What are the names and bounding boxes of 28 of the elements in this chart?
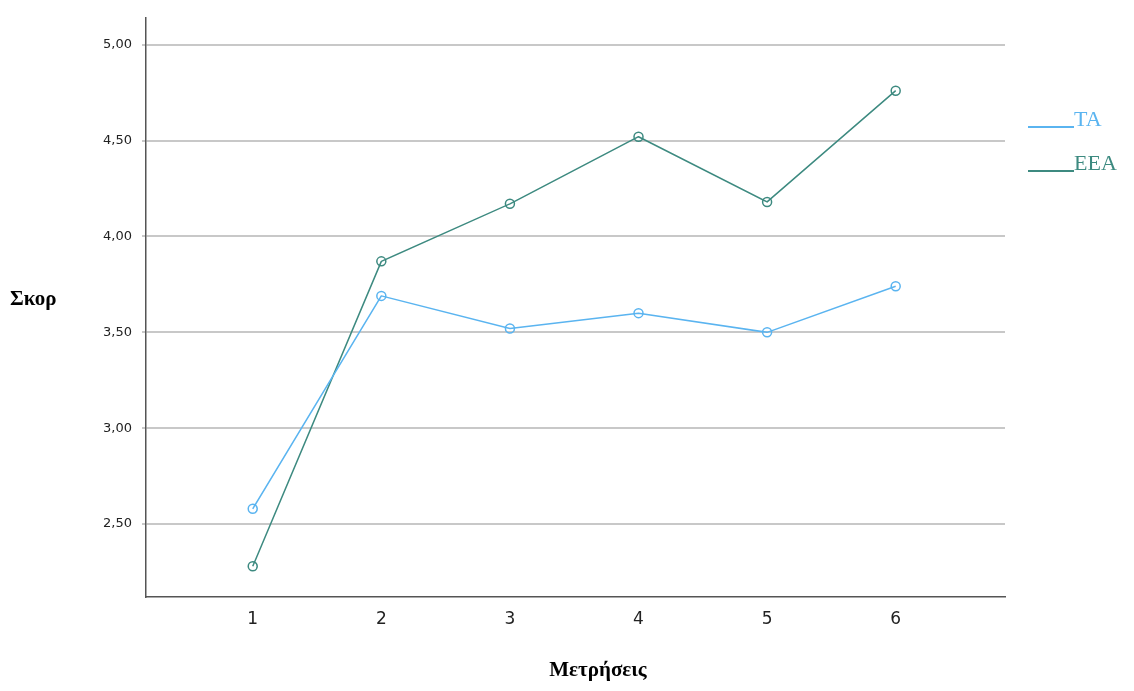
point xyxy=(504,198,516,210)
legend-label: ΕΕΑ xyxy=(1074,150,1117,176)
x-tick-label: 1 xyxy=(247,607,259,628)
point xyxy=(504,323,516,334)
x-tick-label: 6 xyxy=(890,607,902,628)
point xyxy=(761,196,773,208)
x-axis-title: Μετρήσεις xyxy=(548,657,648,682)
y-tick-label: 4,50 xyxy=(103,131,132,147)
point xyxy=(761,327,773,338)
point xyxy=(633,307,644,319)
x-tick-label: 5 xyxy=(761,607,773,628)
y-axis-title: Σκορ xyxy=(10,286,57,311)
y-tick-label: 3,50 xyxy=(103,323,132,339)
point xyxy=(890,281,901,292)
legend-label: ΤΑ xyxy=(1074,106,1102,132)
x-tick-label: 2 xyxy=(375,607,387,628)
point xyxy=(376,290,387,302)
y-tick-label: 4,00 xyxy=(103,227,132,243)
point xyxy=(633,131,644,142)
y-tick-label: 5,00 xyxy=(103,36,132,52)
x-tick-label: 4 xyxy=(633,607,644,628)
point xyxy=(247,503,258,515)
x-tick-label: 3 xyxy=(504,607,516,628)
y-tick-label: 2,50 xyxy=(103,515,132,531)
point xyxy=(890,85,901,96)
point xyxy=(247,561,258,572)
point xyxy=(376,256,387,267)
y-tick-label: 3,00 xyxy=(103,419,132,435)
